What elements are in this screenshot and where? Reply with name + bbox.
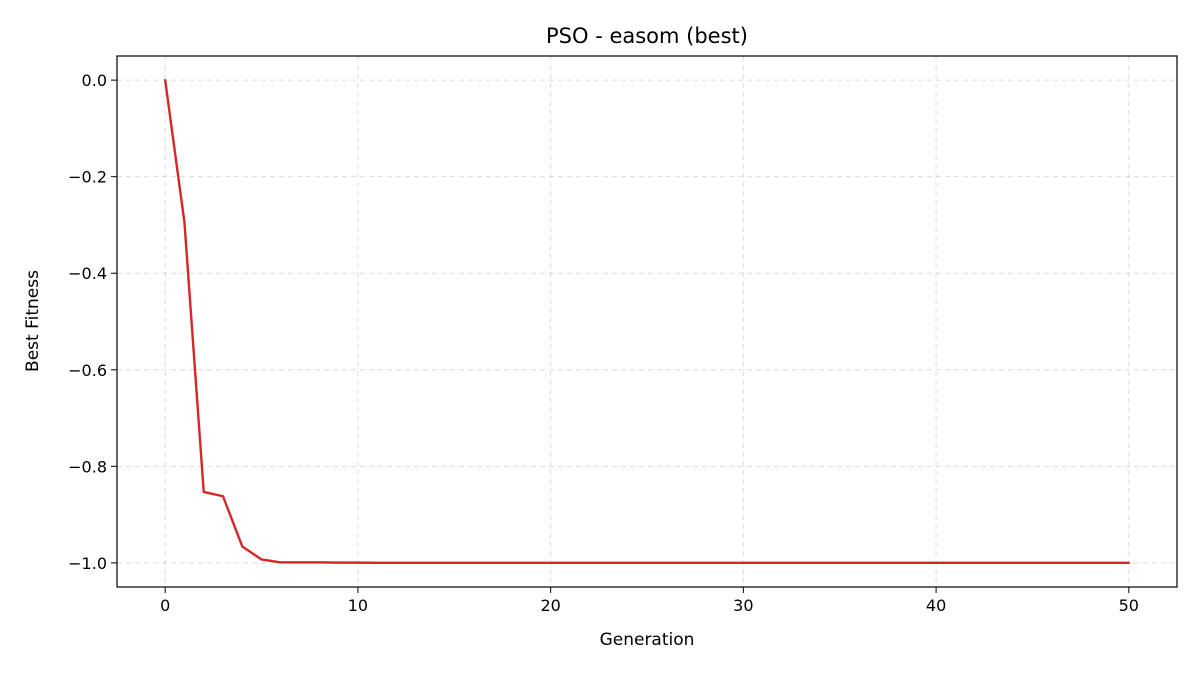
x-tick-label: 0 bbox=[160, 596, 170, 615]
x-tick-label: 20 bbox=[540, 596, 560, 615]
y-tick-label: −1.0 bbox=[68, 554, 107, 573]
grid bbox=[117, 56, 1177, 587]
series-layer bbox=[163, 78, 1131, 565]
x-axis-label: Generation bbox=[600, 630, 695, 650]
x-tick-label: 40 bbox=[926, 596, 946, 615]
x-tick-label: 30 bbox=[733, 596, 753, 615]
y-tick-label: 0.0 bbox=[82, 71, 107, 90]
chart-title: PSO - easom (best) bbox=[546, 24, 748, 48]
y-tick-label: −0.2 bbox=[68, 168, 107, 187]
x-axis: 0 10 20 30 40 50 bbox=[160, 587, 1139, 615]
x-tick-label: 10 bbox=[348, 596, 368, 615]
y-tick-label: −0.6 bbox=[68, 361, 107, 380]
y-tick-label: −0.8 bbox=[68, 457, 107, 476]
y-axis: 0.0 −0.2 −0.4 −0.6 −0.8 −1.0 bbox=[68, 71, 117, 573]
y-axis-label: Best Fitness bbox=[23, 270, 43, 372]
y-tick-label: −0.4 bbox=[68, 264, 107, 283]
x-tick-label: 50 bbox=[1119, 596, 1139, 615]
plot-frame bbox=[116, 55, 1178, 588]
series-line-0 bbox=[163, 78, 1131, 565]
